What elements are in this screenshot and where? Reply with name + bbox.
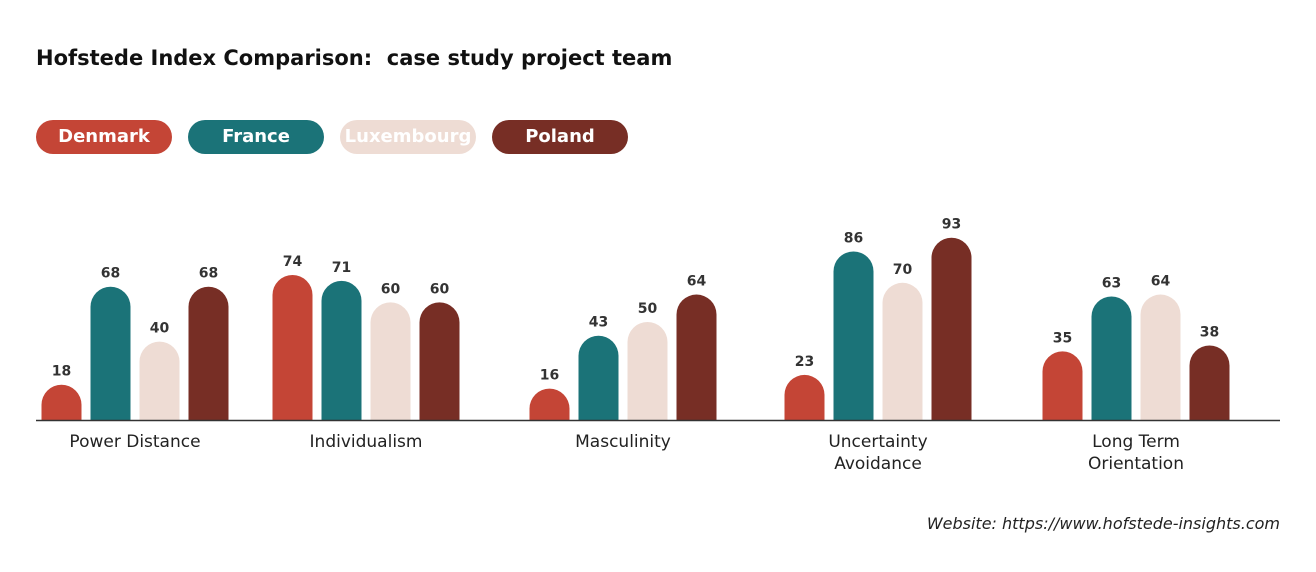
bar-luxembourg-2 bbox=[627, 322, 668, 420]
legend-item-poland[interactable]: Poland bbox=[492, 120, 628, 154]
data-label: 64 bbox=[1151, 274, 1171, 290]
data-label: 68 bbox=[199, 266, 218, 282]
data-label: 63 bbox=[1102, 276, 1121, 292]
bar-poland-1 bbox=[419, 302, 460, 420]
bar-denmark-3 bbox=[784, 374, 825, 420]
legend-item-luxembourg[interactable]: Luxembourg bbox=[340, 120, 476, 154]
x-tick-label: Individualism bbox=[310, 432, 423, 452]
bar-france-4 bbox=[1091, 296, 1132, 420]
data-label: 50 bbox=[638, 301, 658, 317]
legend-item-france[interactable]: France bbox=[188, 120, 324, 154]
legend-item-denmark[interactable]: Denmark bbox=[36, 120, 172, 154]
data-label: 60 bbox=[381, 281, 401, 297]
chart-title: Hofstede Index Comparison: case study pr… bbox=[36, 46, 673, 70]
data-label: 60 bbox=[430, 281, 450, 297]
bar-france-1 bbox=[321, 280, 362, 420]
data-label: 64 bbox=[687, 274, 707, 290]
bar-denmark-4 bbox=[1042, 351, 1083, 420]
data-label: 38 bbox=[1200, 325, 1219, 341]
x-tick-label: Avoidance bbox=[834, 454, 922, 474]
source-note: Website: https://www.hofstede-insights.c… bbox=[926, 514, 1280, 533]
data-label: 16 bbox=[540, 368, 559, 384]
data-label: 40 bbox=[150, 321, 170, 337]
bar-luxembourg-4 bbox=[1140, 294, 1181, 420]
bar-denmark-1 bbox=[272, 274, 313, 420]
bar-denmark-2 bbox=[529, 388, 570, 420]
data-label: 18 bbox=[52, 364, 71, 380]
bar-denmark-0 bbox=[41, 384, 82, 420]
x-tick-label: Orientation bbox=[1088, 454, 1184, 474]
data-label: 74 bbox=[283, 254, 303, 270]
bar-luxembourg-0 bbox=[139, 341, 180, 420]
data-label: 86 bbox=[844, 230, 863, 246]
bar-poland-4 bbox=[1189, 345, 1230, 420]
bar-poland-3 bbox=[931, 237, 972, 420]
bar-france-0 bbox=[90, 286, 131, 420]
x-tick-label: Uncertainty bbox=[828, 432, 927, 452]
bar-poland-2 bbox=[676, 294, 717, 420]
data-label: 43 bbox=[589, 315, 608, 331]
bar-france-3 bbox=[833, 251, 874, 420]
data-label: 93 bbox=[942, 217, 961, 233]
x-tick-label: Masculinity bbox=[575, 432, 671, 452]
data-label: 35 bbox=[1053, 330, 1072, 346]
x-tick-label: Power Distance bbox=[69, 432, 200, 452]
data-label: 23 bbox=[795, 354, 814, 370]
data-label: 68 bbox=[101, 266, 120, 282]
bar-luxembourg-3 bbox=[882, 282, 923, 420]
data-label: 70 bbox=[893, 262, 913, 278]
x-tick-label: Long Term bbox=[1092, 432, 1180, 452]
bar-poland-0 bbox=[188, 286, 229, 420]
data-label: 71 bbox=[332, 260, 351, 276]
bar-chart: 18 68 40 68 Power Distance 74 71 60 60 Individual… bbox=[36, 217, 1280, 474]
bar-luxembourg-1 bbox=[370, 302, 411, 420]
bar-france-2 bbox=[578, 335, 619, 420]
